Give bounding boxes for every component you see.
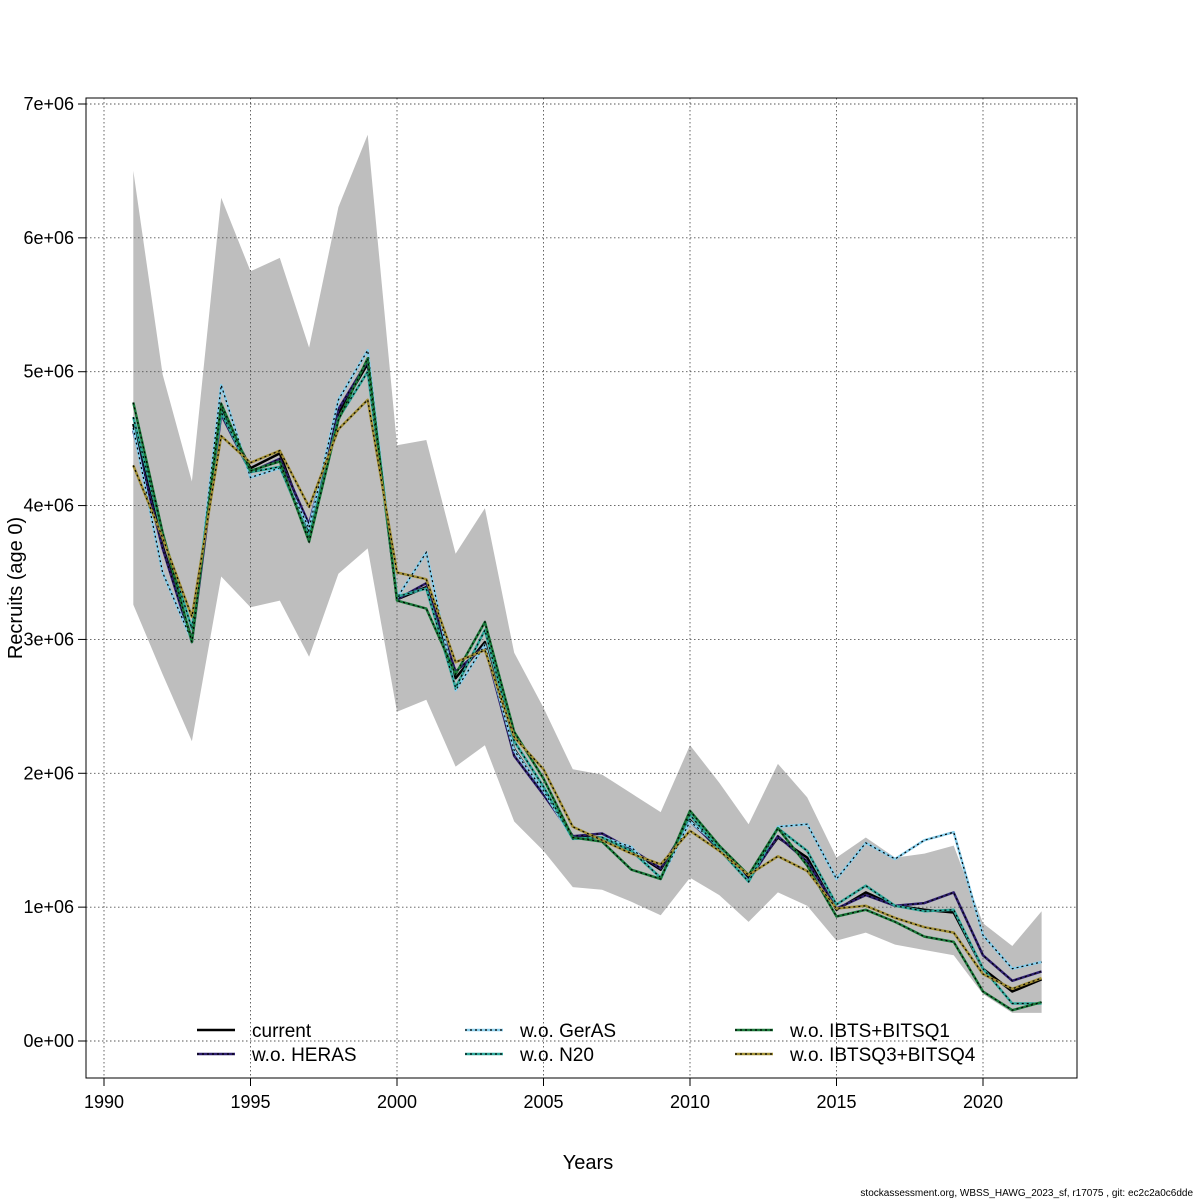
confidence-band-layer <box>133 134 1042 1013</box>
y-tick-label-3: 3e+06 <box>23 629 74 649</box>
y-tick-label-6: 6e+06 <box>23 228 74 248</box>
x-axis-title: Years <box>563 1152 613 1174</box>
x-tick-label-1995: 1995 <box>230 1092 270 1112</box>
legend-item-5: w.o. IBTSQ3+BITSQ4 <box>735 1045 976 1066</box>
series-layer <box>132 348 1043 1012</box>
y-axis-title: Recruits (age 0) <box>5 517 27 659</box>
footer-text: stockassessment.org, WBSS_HAWG_2023_sf, … <box>860 1188 1193 1199</box>
legend-label-0: current <box>252 1021 312 1042</box>
x-tick-label-2010: 2010 <box>670 1092 710 1112</box>
legend-item-1: w.o. HERAS <box>197 1045 357 1066</box>
legend: current w.o. HERAS w.o. GerAS w.o. N20 w.o. … <box>197 1021 976 1066</box>
legend-label-5: w.o. IBTSQ3+BITSQ4 <box>789 1045 976 1066</box>
x-tick-label-2005: 2005 <box>523 1092 563 1112</box>
series-dash-3 <box>132 369 1042 1005</box>
x-tick-label-2020: 2020 <box>963 1092 1003 1112</box>
y-tick-label-0: 0e+00 <box>23 1031 74 1051</box>
legend-item-0: current <box>197 1021 312 1042</box>
series-dash-4 <box>132 356 1042 1011</box>
confidence-band <box>133 134 1042 1013</box>
legend-item-4: w.o. IBTS+BITSQ1 <box>735 1021 950 1042</box>
legend-label-3: w.o. N20 <box>519 1045 594 1066</box>
legend-label-1: w.o. HERAS <box>251 1045 357 1066</box>
x-tick-label-2000: 2000 <box>377 1092 417 1112</box>
x-tick-label-1990: 1990 <box>84 1092 124 1112</box>
x-tick-label-2015: 2015 <box>816 1092 856 1112</box>
y-tick-label-1: 1e+06 <box>23 897 74 917</box>
y-tick-label-5: 5e+06 <box>23 362 74 382</box>
legend-label-4: w.o. IBTS+BITSQ1 <box>789 1021 950 1042</box>
y-tick-label-7: 7e+06 <box>23 94 74 114</box>
legend-item-3: w.o. N20 <box>465 1045 594 1066</box>
y-tick-label-2: 2e+06 <box>23 763 74 783</box>
axis-layer: 1990 1995 2000 2005 2010 2015 2020 0e+00 1e+06 2e… <box>23 94 1003 1112</box>
series-dash-5 <box>132 398 1042 990</box>
y-tick-label-4: 4e+06 <box>23 496 74 516</box>
legend-item-2: w.o. GerAS <box>465 1021 616 1042</box>
legend-label-2: w.o. GerAS <box>519 1021 616 1042</box>
